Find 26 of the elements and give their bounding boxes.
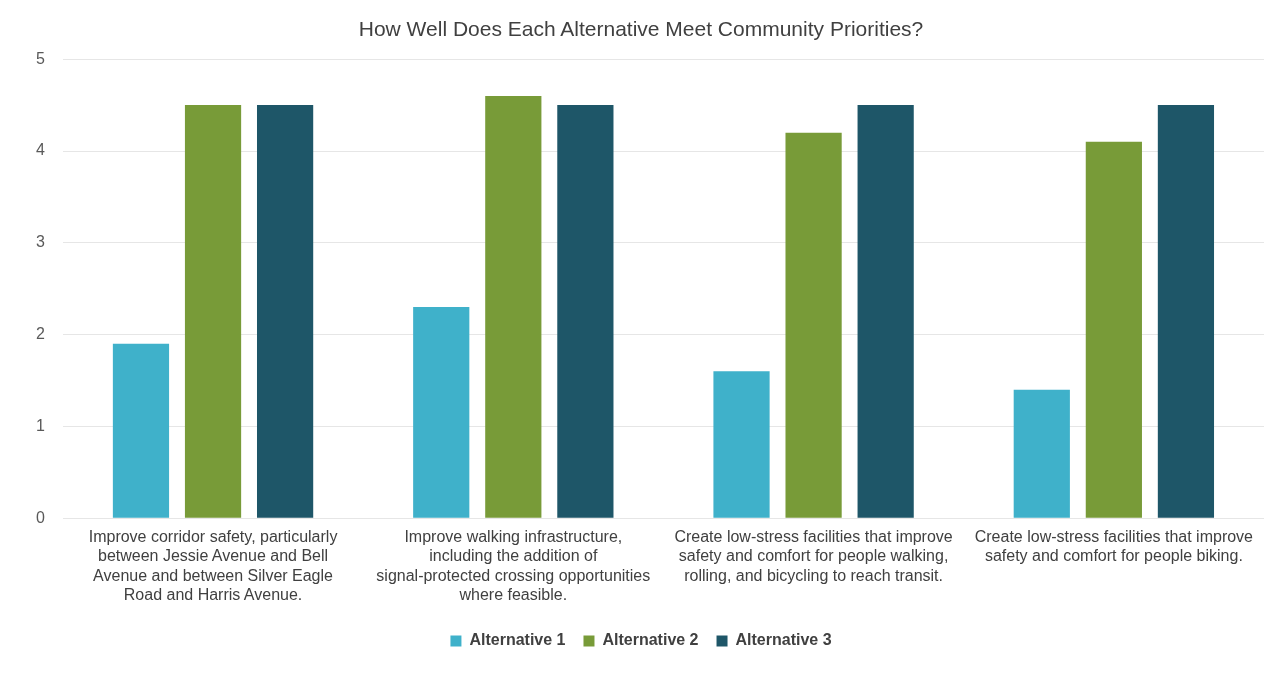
x-tick-label: Create low-stress facilities that improve safety and comfort for people biking. — [974, 528, 1254, 565]
bar — [857, 105, 914, 518]
legend-label: Alternative 1 — [469, 631, 566, 649]
bar — [485, 95, 542, 518]
x-tick-label: Improve walking infrastructure, including the addition of signal-protected crossing opportunities where feasible. — [376, 528, 651, 603]
bar — [413, 307, 470, 518]
legend-label: Alternative 3 — [735, 631, 832, 649]
bar — [1157, 105, 1215, 518]
bar — [557, 105, 614, 518]
chart-title: How Well Does Each Alternative Meet Community Priorities? — [358, 17, 924, 41]
y-tick-label: 3 — [35, 233, 45, 251]
x-tick-label: Improve corridor safety, particularly between Jessie Avenue and Bell Avenue and between Silver Eagle Road and Harris Avenue. — [88, 528, 338, 603]
bar — [184, 105, 242, 518]
bar — [257, 105, 314, 518]
y-tick-label: 2 — [35, 325, 45, 343]
y-tick-label: 4 — [35, 141, 45, 159]
y-tick-label: 5 — [35, 49, 45, 67]
bar — [1085, 141, 1142, 518]
x-tick-label: Create low-stress facilities that improve safety and comfort for people walking, rolling, and bicycling to reach transit. — [674, 528, 953, 584]
y-tick-label: 0 — [35, 508, 45, 526]
y-tick-label: 1 — [35, 416, 45, 434]
bar — [1013, 389, 1070, 518]
bar — [713, 371, 770, 518]
bar — [785, 132, 842, 518]
legend-label: Alternative 2 — [602, 631, 699, 649]
bar — [112, 343, 170, 518]
